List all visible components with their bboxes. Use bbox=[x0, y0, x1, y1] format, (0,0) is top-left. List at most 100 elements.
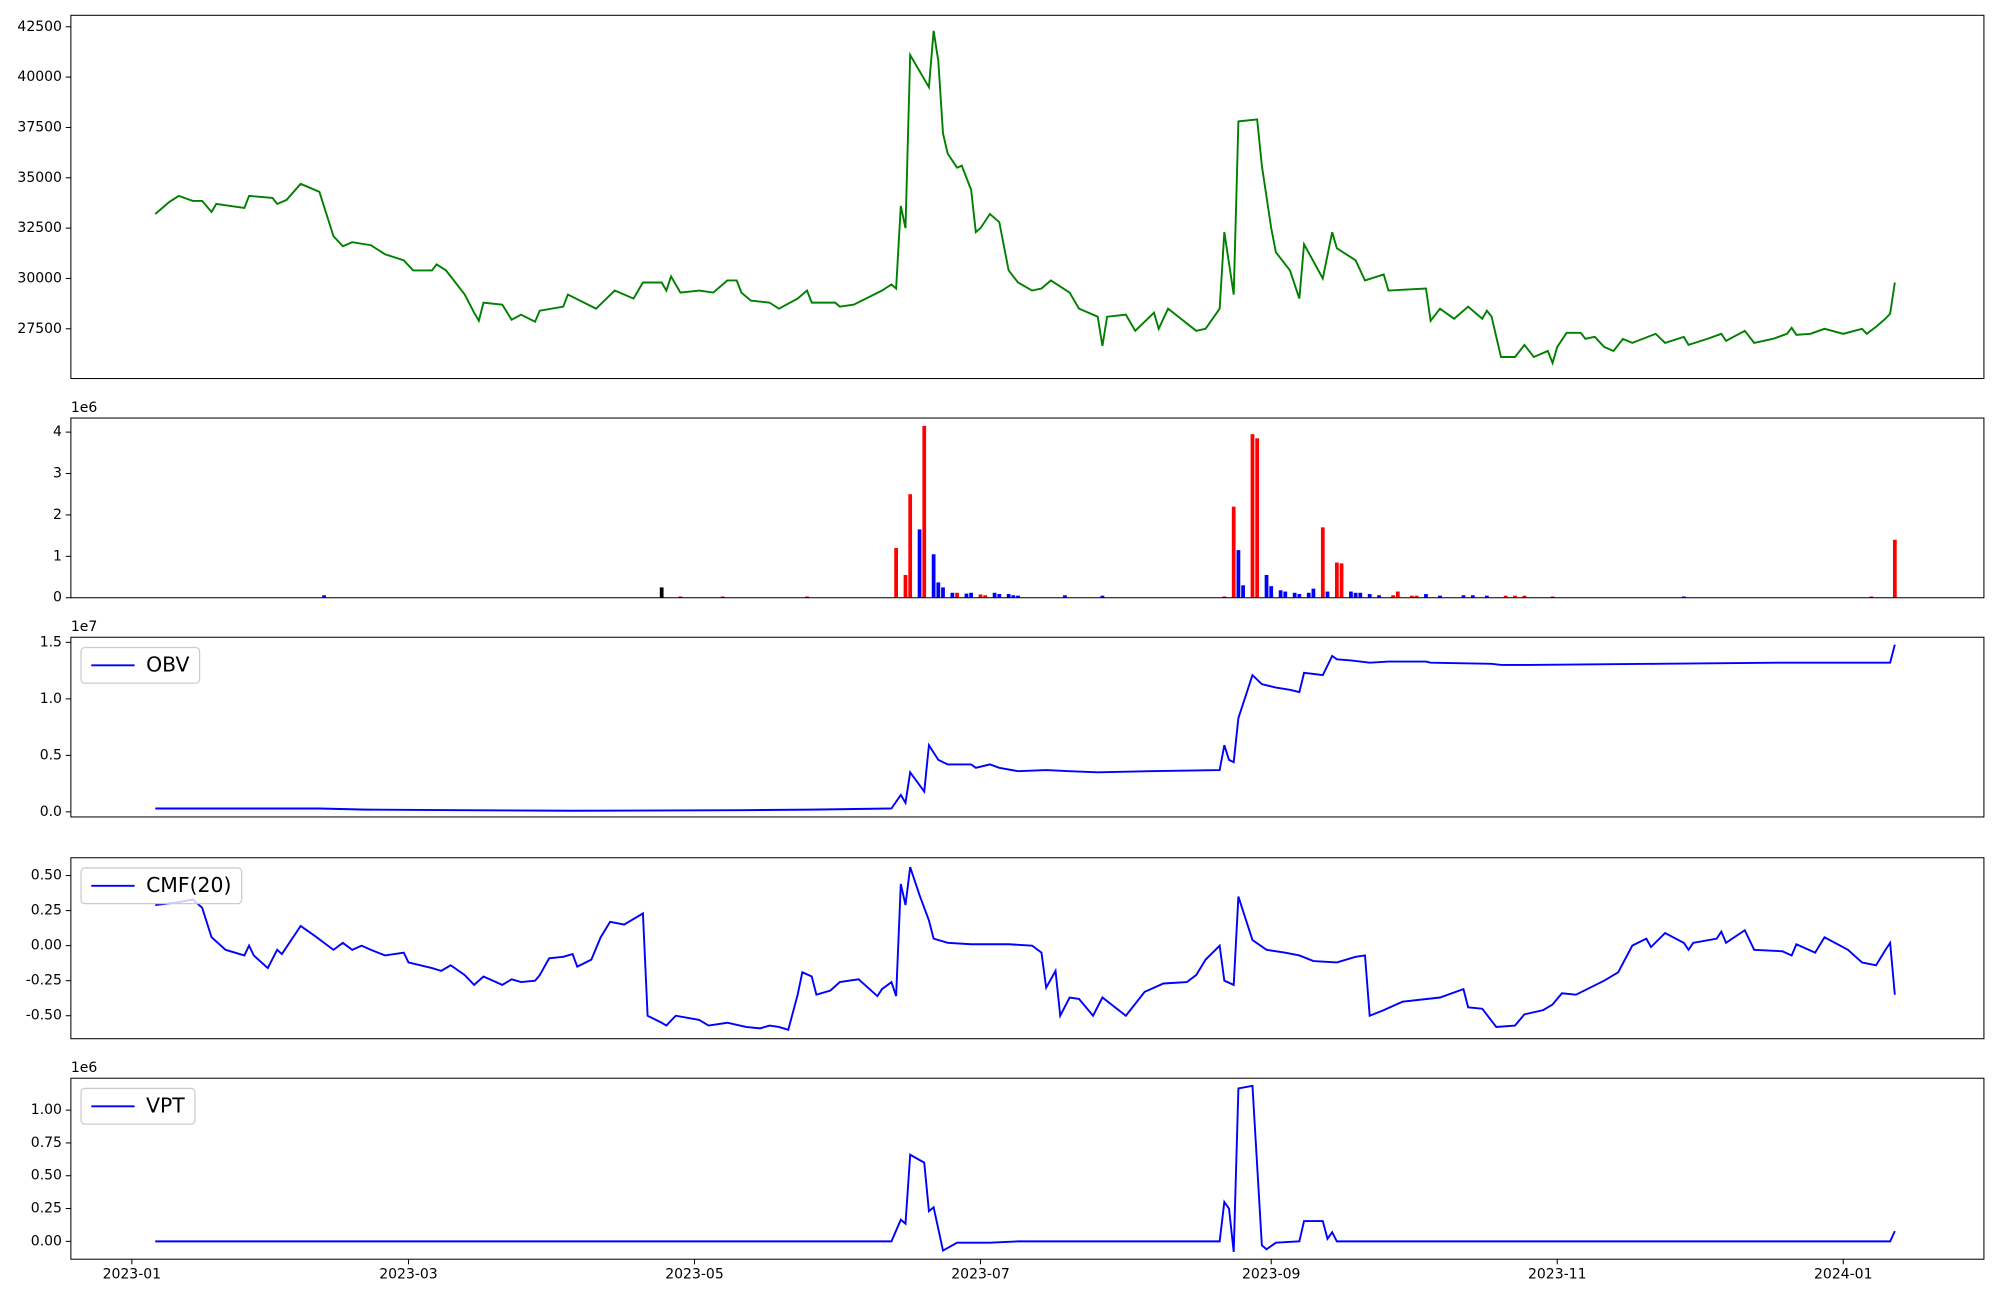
bar bbox=[322, 595, 326, 598]
y-tick-label: 0 bbox=[53, 590, 62, 606]
bar bbox=[894, 548, 898, 598]
y-tick-label: 2 bbox=[53, 507, 62, 523]
bar bbox=[978, 594, 983, 598]
bar bbox=[1869, 596, 1874, 598]
line bbox=[155, 644, 1896, 812]
bar bbox=[1550, 596, 1555, 598]
legend bbox=[80, 867, 243, 905]
line bbox=[155, 1084, 1896, 1253]
y-tick-label: 1 bbox=[53, 548, 62, 564]
bar bbox=[1339, 563, 1344, 598]
y-tick-label: 0.0 bbox=[40, 804, 62, 820]
x-tick-label: 2023-07 bbox=[951, 1267, 1010, 1283]
bar bbox=[1367, 594, 1372, 598]
y-tick-label: 4 bbox=[53, 424, 62, 440]
y-tick-label: 35000 bbox=[17, 170, 62, 186]
axis-offset: 1e6 bbox=[71, 1060, 98, 1076]
y-tick-label: 37500 bbox=[17, 119, 62, 135]
x-tick-label: 2023-09 bbox=[1242, 1267, 1301, 1283]
bar bbox=[1334, 562, 1339, 598]
bar bbox=[1349, 591, 1353, 598]
y-tick-label: 0.00 bbox=[31, 938, 62, 954]
line bbox=[154, 30, 1896, 367]
x-tick-label: 2023-03 bbox=[379, 1267, 438, 1283]
y-tick-label: 30000 bbox=[17, 270, 62, 286]
y-tick-label: -0.25 bbox=[26, 973, 62, 989]
bar bbox=[720, 596, 725, 598]
bar bbox=[805, 596, 809, 598]
bar bbox=[1358, 592, 1363, 598]
bar bbox=[1503, 595, 1508, 598]
bar bbox=[1681, 596, 1686, 598]
y-tick-label: 3 bbox=[53, 466, 62, 482]
bar bbox=[936, 582, 941, 598]
legend-label: OBV bbox=[146, 652, 189, 676]
bar bbox=[1424, 594, 1428, 598]
x-tick-label: 2023-11 bbox=[1528, 1267, 1587, 1283]
y-tick-label: 1.5 bbox=[40, 634, 62, 650]
bar bbox=[1377, 595, 1381, 598]
plot-frame bbox=[70, 14, 1985, 380]
bar bbox=[964, 593, 969, 598]
y-tick-label: 0.50 bbox=[31, 1168, 62, 1184]
bar bbox=[1306, 592, 1311, 598]
x-tick-label: 2023-01 bbox=[103, 1267, 162, 1283]
axis-offset: 1e6 bbox=[71, 400, 98, 416]
bar bbox=[1325, 591, 1330, 598]
bar bbox=[903, 574, 908, 598]
bar bbox=[997, 594, 1002, 598]
bar bbox=[1353, 592, 1358, 598]
bar bbox=[1264, 574, 1269, 598]
plot-frame bbox=[70, 857, 1985, 1040]
y-tick-label: 0.00 bbox=[31, 1233, 62, 1249]
bar bbox=[1255, 438, 1260, 598]
bar bbox=[1016, 595, 1020, 598]
x-tick-label: 2023-05 bbox=[665, 1267, 724, 1283]
bar bbox=[1278, 590, 1283, 598]
bar bbox=[1391, 595, 1396, 598]
plot-frame bbox=[70, 1077, 1985, 1260]
bar bbox=[1100, 595, 1105, 598]
bar bbox=[1485, 595, 1489, 598]
legend-label: VPT bbox=[146, 1093, 185, 1117]
bar bbox=[1250, 434, 1255, 598]
bar bbox=[1241, 585, 1245, 598]
bar bbox=[955, 592, 959, 598]
bar bbox=[992, 592, 997, 598]
bar bbox=[1320, 527, 1325, 598]
x-tick-label: 2024-01 bbox=[1814, 1267, 1873, 1283]
bar bbox=[1231, 506, 1236, 598]
line bbox=[155, 866, 1896, 1031]
bar bbox=[1297, 594, 1302, 598]
bar bbox=[1063, 595, 1067, 598]
legend bbox=[80, 646, 201, 684]
bar bbox=[983, 595, 988, 598]
bar bbox=[1222, 596, 1227, 598]
y-tick-label: 0.5 bbox=[40, 747, 62, 763]
bar bbox=[950, 592, 955, 598]
bar bbox=[1410, 595, 1414, 598]
bar bbox=[659, 587, 664, 598]
bar bbox=[969, 592, 974, 598]
bar bbox=[1461, 595, 1466, 598]
y-tick-label: 1.00 bbox=[31, 1102, 62, 1118]
bar bbox=[1438, 595, 1442, 598]
bar bbox=[1414, 595, 1419, 598]
bar bbox=[917, 529, 922, 598]
y-tick-label: 0.25 bbox=[31, 1201, 62, 1217]
bar bbox=[908, 494, 913, 598]
y-tick-label: 0.75 bbox=[31, 1135, 62, 1151]
bar bbox=[922, 425, 927, 598]
bar bbox=[1522, 595, 1527, 598]
y-tick-label: 40000 bbox=[17, 69, 62, 85]
bar bbox=[1283, 591, 1288, 598]
bar bbox=[1513, 595, 1517, 598]
bar bbox=[1470, 595, 1475, 598]
bar bbox=[931, 554, 936, 598]
y-tick-label: 42500 bbox=[17, 19, 62, 35]
bar bbox=[1311, 588, 1316, 598]
bar bbox=[1011, 595, 1016, 598]
bar bbox=[1892, 539, 1897, 598]
